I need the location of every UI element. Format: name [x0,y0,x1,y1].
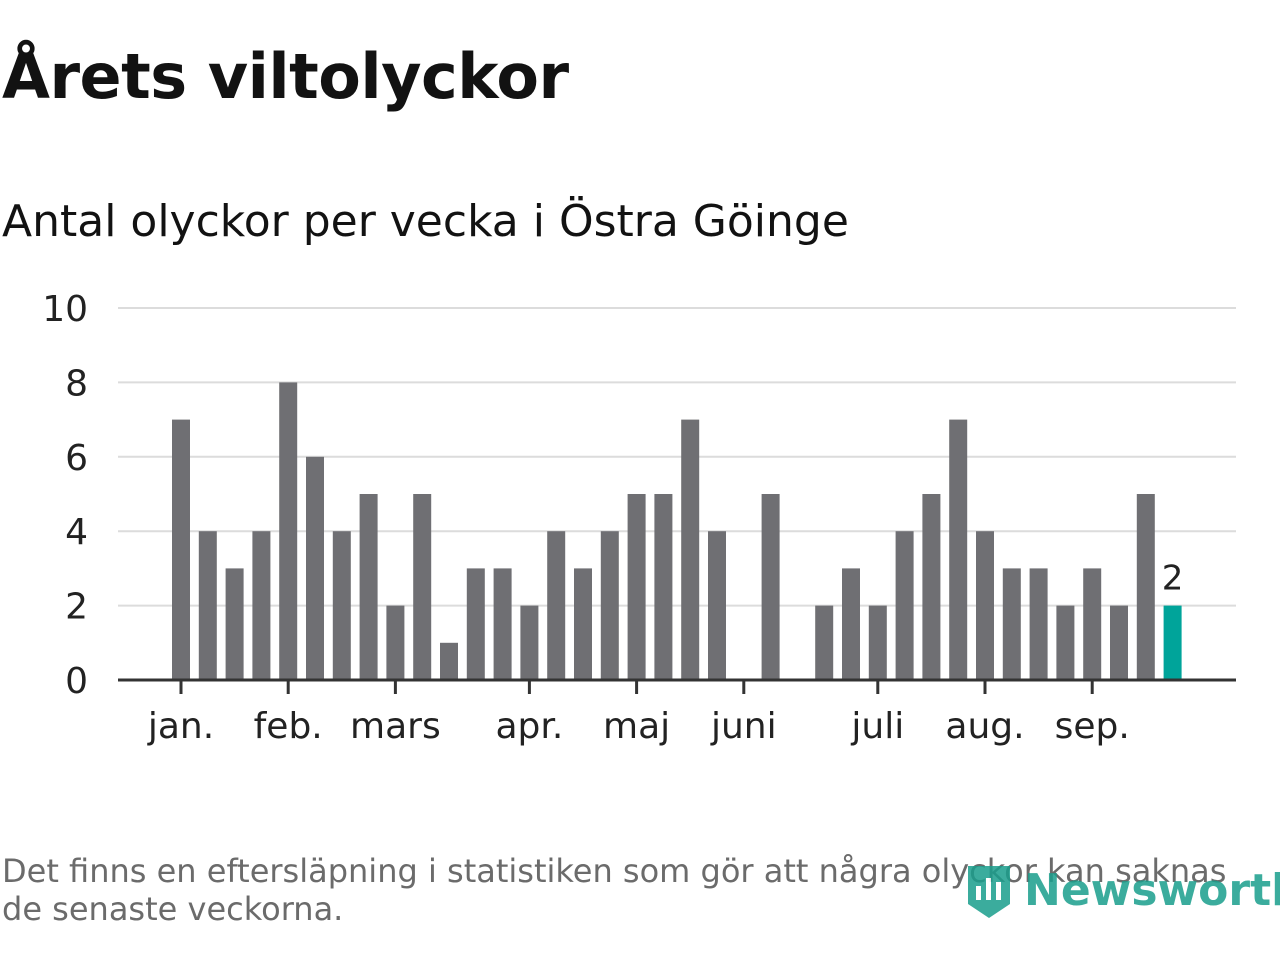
bar [359,494,378,680]
bar [654,494,673,680]
x-tick-label: mars [350,706,441,747]
bar [466,568,485,680]
bar-highlight [1163,605,1182,680]
bar [922,494,941,680]
x-tick-label: maj [603,706,670,747]
bar [547,531,566,680]
logo-icon [968,866,1010,918]
bar [440,642,458,680]
bar [306,456,324,680]
data-label: 2 [1162,559,1184,599]
bar [1056,605,1075,680]
x-tick-label: juni [710,706,777,747]
bar [1002,568,1021,680]
bar [681,419,700,680]
bar [520,605,539,680]
logo-text: Newsworthy [1024,864,1280,916]
bar [949,419,968,680]
bar [1110,605,1128,680]
bar [386,605,405,680]
y-tick-label: 2 [65,587,88,628]
x-tick-label: jan. [147,706,214,747]
bar [868,605,887,680]
bar [225,568,244,680]
chart-title: Årets viltolyckor [2,40,569,113]
bar [976,531,994,680]
bar [1083,568,1102,680]
bar [895,531,914,680]
bar [413,494,432,680]
y-tick-label: 10 [42,289,88,330]
bar [1029,568,1048,680]
bar [279,382,298,680]
x-tick-label: sep. [1055,706,1130,747]
footnote: Det finns en eftersläpning i statistiken… [2,852,1227,928]
bar [252,531,271,680]
bar [627,494,646,680]
bar-chart: 0 2 4 6 8 10 2 jan. feb. mars apr. maj juni juli aug. s… [42,289,1236,747]
x-tick-label: feb. [254,706,323,747]
y-tick-label: 8 [65,363,88,404]
bar [842,568,860,680]
y-tick-label: 4 [65,512,88,553]
chart-subtitle: Antal olyckor per vecka i Östra Göinge [2,196,849,247]
x-tick-label: apr. [495,706,563,747]
x-tick-label: juli [850,706,904,747]
x-tick-label: aug. [945,706,1024,747]
bar [172,419,190,680]
bar [198,531,217,680]
newsworthy-logo: Newsworthy [964,860,1280,920]
y-tick-label: 0 [65,661,88,702]
bar [574,568,592,680]
bar [600,531,619,680]
bar [708,531,726,680]
bar [1136,494,1155,680]
bar [815,605,834,680]
bar [761,494,780,680]
bar [332,531,351,680]
y-tick-label: 6 [65,438,88,479]
bar [493,568,512,680]
